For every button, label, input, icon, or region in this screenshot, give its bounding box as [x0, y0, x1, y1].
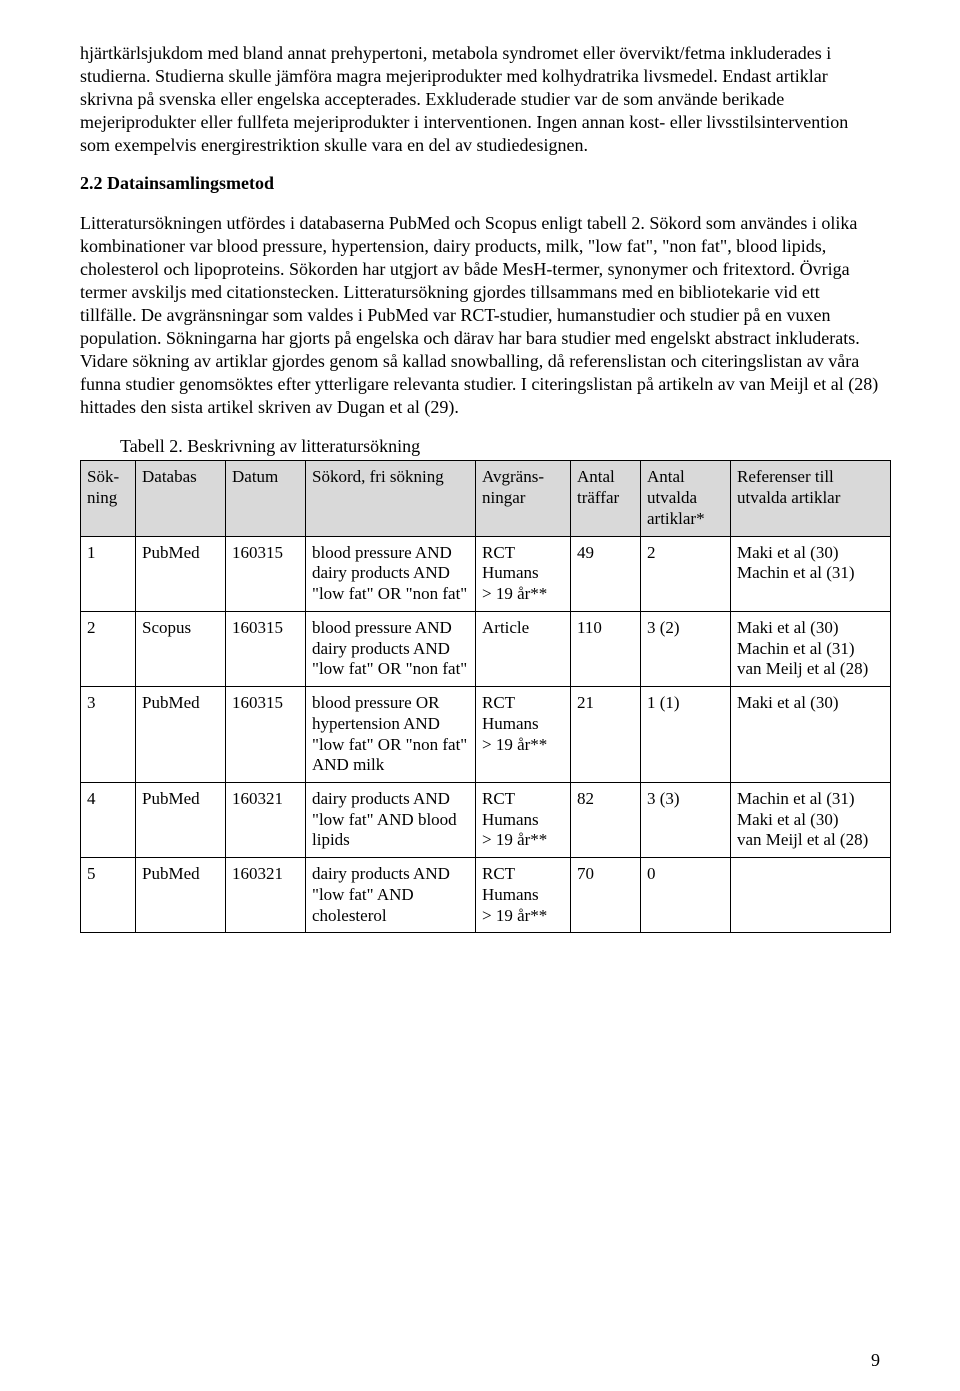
section-heading: 2.2 Datainsamlingsmetod — [80, 173, 880, 194]
th-sokord: Sökord, fri sökning — [306, 461, 476, 536]
method-paragraph: Litteratursökningen utfördes i databaser… — [80, 212, 880, 419]
cell-limits: RCTHumans> 19 år** — [476, 536, 571, 611]
cell-db: PubMed — [136, 536, 226, 611]
page-container: hjärtkärlsjukdom med bland annat prehype… — [0, 0, 960, 1391]
th-antal-utvalda: Antal utvalda artiklar* — [641, 461, 731, 536]
cell-query: dairy products AND "low fat" AND blood l… — [306, 783, 476, 858]
cell-refs: Machin et al (31)Maki et al (30)van Meij… — [731, 783, 891, 858]
table-row: 5 PubMed 160321 dairy products AND "low … — [81, 858, 891, 933]
cell-limits: RCTHumans> 19 år** — [476, 687, 571, 783]
cell-refs: Maki et al (30)Machin et al (31) — [731, 536, 891, 611]
cell-selected: 0 — [641, 858, 731, 933]
cell-date: 160315 — [226, 611, 306, 686]
cell-db: PubMed — [136, 858, 226, 933]
cell-num: 3 — [81, 687, 136, 783]
cell-db: PubMed — [136, 687, 226, 783]
cell-limits: Article — [476, 611, 571, 686]
th-avgransningar: Avgräns-ningar — [476, 461, 571, 536]
cell-db: Scopus — [136, 611, 226, 686]
cell-num: 2 — [81, 611, 136, 686]
cell-date: 160315 — [226, 536, 306, 611]
cell-date: 160315 — [226, 687, 306, 783]
intro-paragraph: hjärtkärlsjukdom med bland annat prehype… — [80, 42, 880, 157]
table-row: 4 PubMed 160321 dairy products AND "low … — [81, 783, 891, 858]
th-antal-traffar: Antal träffar — [571, 461, 641, 536]
cell-num: 5 — [81, 858, 136, 933]
cell-query: blood pressure OR hypertension AND "low … — [306, 687, 476, 783]
cell-hits: 21 — [571, 687, 641, 783]
cell-date: 160321 — [226, 858, 306, 933]
cell-query: blood pressure AND dairy products AND "l… — [306, 611, 476, 686]
th-databas: Databas — [136, 461, 226, 536]
cell-refs — [731, 858, 891, 933]
table-row: 2 Scopus 160315 blood pressure AND dairy… — [81, 611, 891, 686]
cell-query: blood pressure AND dairy products AND "l… — [306, 536, 476, 611]
table-caption: Tabell 2. Beskrivning av litteratursökni… — [80, 435, 880, 458]
table-header-row: Sök-ning Databas Datum Sökord, fri sökni… — [81, 461, 891, 536]
cell-query: dairy products AND "low fat" AND cholest… — [306, 858, 476, 933]
cell-refs: Maki et al (30)Machin et al (31)van Meil… — [731, 611, 891, 686]
cell-selected: 3 (2) — [641, 611, 731, 686]
search-table: Sök-ning Databas Datum Sökord, fri sökni… — [80, 460, 891, 933]
cell-hits: 110 — [571, 611, 641, 686]
cell-selected: 1 (1) — [641, 687, 731, 783]
cell-selected: 3 (3) — [641, 783, 731, 858]
page-number: 9 — [871, 1350, 880, 1371]
table-row: 3 PubMed 160315 blood pressure OR hypert… — [81, 687, 891, 783]
cell-refs: Maki et al (30) — [731, 687, 891, 783]
cell-hits: 49 — [571, 536, 641, 611]
th-sokning: Sök-ning — [81, 461, 136, 536]
cell-num: 1 — [81, 536, 136, 611]
cell-num: 4 — [81, 783, 136, 858]
cell-selected: 2 — [641, 536, 731, 611]
cell-limits: RCTHumans> 19 år** — [476, 858, 571, 933]
cell-hits: 70 — [571, 858, 641, 933]
cell-hits: 82 — [571, 783, 641, 858]
th-datum: Datum — [226, 461, 306, 536]
th-referenser: Referenser till utvalda artiklar — [731, 461, 891, 536]
cell-date: 160321 — [226, 783, 306, 858]
cell-db: PubMed — [136, 783, 226, 858]
cell-limits: RCTHumans> 19 år** — [476, 783, 571, 858]
table-row: 1 PubMed 160315 blood pressure AND dairy… — [81, 536, 891, 611]
